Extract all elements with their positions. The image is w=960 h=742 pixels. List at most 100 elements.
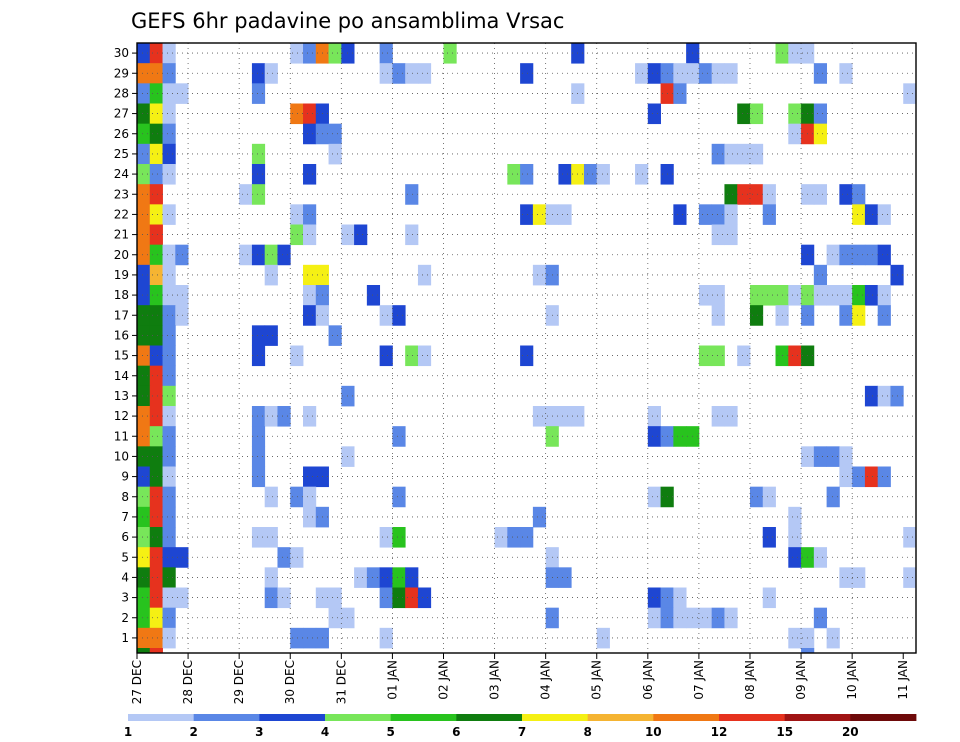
heatmap-cell (788, 527, 802, 548)
heatmap-cell (162, 63, 176, 84)
heatmap-cell (303, 264, 317, 286)
heatmap-cell (264, 486, 278, 508)
heatmap-cell (392, 63, 406, 84)
colorbar-swatch (325, 714, 392, 721)
heatmap-cell (405, 567, 419, 588)
heatmap-cell (175, 83, 189, 104)
heatmap-cell (251, 63, 266, 84)
heatmap-cell (877, 385, 891, 407)
heatmap-cell (162, 325, 176, 346)
heatmap-cell (328, 43, 342, 64)
heatmap-cell (162, 486, 176, 508)
heatmap-cell (137, 567, 151, 588)
plot-frame (136, 42, 917, 654)
colorbar-label: 4 (321, 725, 329, 739)
heatmap-cell (303, 164, 317, 185)
y-axis: 1234567891011121314151617181920212223242… (114, 46, 137, 645)
heatmap-cell (724, 406, 738, 427)
heatmap-cell (162, 547, 176, 568)
heatmap-cell (149, 607, 163, 629)
heatmap-cell (877, 285, 891, 306)
heatmap-cell (711, 63, 725, 84)
heatmap-cell (711, 305, 725, 326)
heatmap-cell (724, 143, 738, 165)
heatmap-cell (137, 466, 151, 488)
heatmap-cell (647, 406, 661, 427)
heatmap-cell (813, 123, 828, 145)
heatmap-cells (137, 43, 917, 654)
colorbar-label: 12 (711, 725, 728, 739)
colorbar-swatch (259, 714, 326, 721)
colorbar-label: 1 (124, 725, 132, 739)
heatmap-cell (737, 345, 751, 367)
heatmap-cell (583, 164, 598, 185)
x-tick-label: 31 DEC (334, 660, 348, 704)
heatmap-cell (852, 466, 866, 488)
heatmap-cell (379, 567, 393, 588)
heatmap-cell (162, 164, 176, 185)
heatmap-cell (303, 123, 317, 145)
heatmap-cell (596, 164, 610, 185)
heatmap-cell (162, 244, 176, 266)
heatmap-cell (698, 204, 713, 225)
heatmap-cell (532, 406, 547, 427)
heatmap-cell (137, 527, 151, 548)
heatmap-cell (443, 43, 457, 64)
heatmap-cell (392, 305, 406, 326)
colorbar-label: 20 (842, 725, 859, 739)
heatmap-cell (149, 567, 163, 588)
heatmap-cell (264, 406, 278, 427)
heatmap-cell (711, 345, 725, 367)
heatmap-cell (162, 264, 176, 286)
heatmap-cell (149, 325, 163, 346)
heatmap-cell (788, 506, 802, 528)
heatmap-cell (162, 365, 176, 387)
heatmap-cell (507, 164, 521, 185)
heatmap-cell (558, 204, 572, 225)
heatmap-cell (137, 164, 151, 185)
y-tick-label: 2 (121, 611, 129, 625)
heatmap-cell (277, 406, 291, 427)
heatmap-cell (698, 607, 713, 629)
heatmap-cell (749, 143, 764, 165)
heatmap-cell (813, 264, 828, 286)
heatmap-cell (328, 587, 342, 609)
heatmap-cell (137, 204, 151, 225)
heatmap-cell (749, 184, 764, 205)
heatmap-cell (137, 83, 151, 104)
heatmap-cell (839, 184, 853, 205)
heatmap-cell (137, 426, 151, 447)
heatmap-cell (162, 587, 176, 609)
colorbar-swatch (390, 714, 457, 721)
heatmap-cell (175, 587, 189, 609)
y-tick-label: 14 (114, 369, 129, 383)
heatmap-cell (162, 385, 176, 407)
x-tick-label: 11 JAN (896, 660, 910, 700)
heatmap-cell (239, 184, 253, 205)
heatmap-cell (328, 607, 342, 629)
heatmap-cell (264, 527, 278, 548)
heatmap-cell (251, 406, 266, 427)
heatmap-cell (251, 83, 266, 104)
x-tick-label: 06 JAN (641, 660, 655, 700)
heatmap-cell (379, 63, 393, 84)
heatmap-cell (137, 244, 151, 266)
heatmap-cell (392, 527, 406, 548)
heatmap-cell (149, 224, 163, 246)
heatmap-cell (673, 204, 687, 225)
heatmap-cell (328, 123, 342, 145)
heatmap-cell (162, 83, 176, 104)
heatmap-cell (673, 587, 687, 609)
heatmap-cell (392, 486, 406, 508)
heatmap-cell (839, 285, 853, 306)
heatmap-cell (149, 244, 163, 266)
heatmap-cell (251, 426, 266, 447)
colorbar-label: 7 (518, 725, 526, 739)
heatmap-cell (251, 164, 266, 185)
heatmap-cell (251, 325, 266, 346)
colorbar-label: 10 (645, 725, 662, 739)
heatmap-cell (149, 305, 163, 326)
colorbar-swatch (456, 714, 523, 721)
heatmap-cell (137, 385, 151, 407)
heatmap-cell (328, 325, 342, 346)
